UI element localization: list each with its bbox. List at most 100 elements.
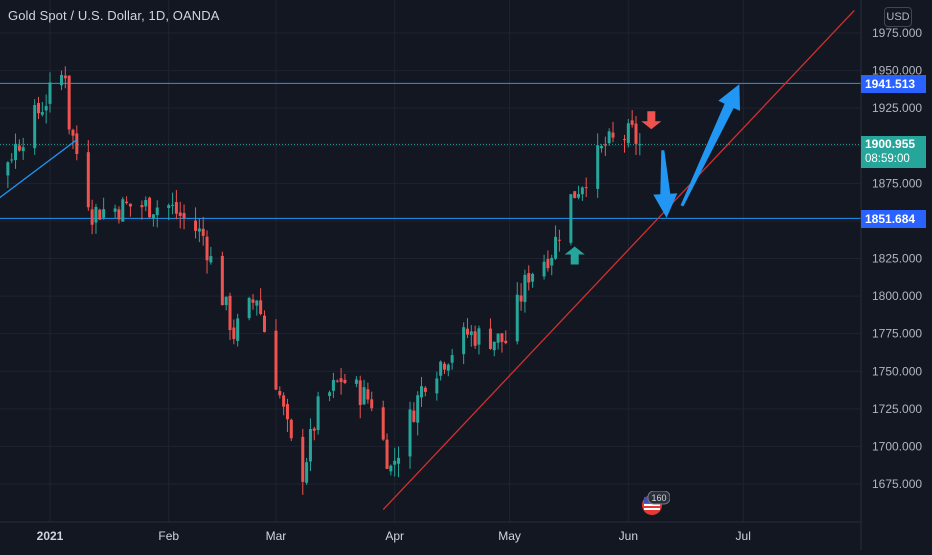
candle-body	[462, 327, 466, 355]
candle-body	[354, 379, 358, 384]
x-tick-label: 2021	[37, 529, 64, 543]
candle	[328, 390, 332, 402]
buy-signal-arrow[interactable]	[564, 246, 585, 265]
candle	[128, 203, 132, 217]
candle-body	[174, 202, 178, 214]
candle	[44, 94, 48, 124]
current-price-tag: 1900.955 08:59:00	[861, 136, 926, 168]
candle	[435, 371, 439, 401]
x-tick-label: Jul	[736, 529, 751, 543]
candle-body	[442, 363, 446, 370]
candle-body	[343, 379, 347, 383]
projection-up-arrow[interactable]	[680, 84, 740, 207]
candle-body	[366, 389, 370, 400]
currency-badge[interactable]: USD	[884, 7, 912, 27]
candle	[220, 251, 224, 306]
candle	[259, 288, 263, 316]
candle-body	[412, 410, 416, 422]
candle	[331, 372, 335, 398]
candle-body	[75, 133, 79, 154]
sell-signal-arrow[interactable]	[641, 111, 662, 130]
candle	[251, 294, 255, 310]
candle	[488, 318, 492, 350]
candle-body	[416, 395, 420, 423]
candle	[339, 368, 343, 395]
candle	[71, 128, 75, 150]
candle-body	[59, 74, 63, 86]
candle-body	[63, 75, 67, 79]
candle-body	[630, 120, 634, 125]
candle	[423, 386, 427, 397]
candle-body	[33, 105, 37, 149]
candle	[144, 196, 148, 212]
candle-body	[638, 144, 642, 146]
candle-body	[496, 333, 500, 343]
candle	[600, 144, 604, 153]
candle	[14, 133, 18, 169]
trend-line[interactable]	[382, 10, 855, 511]
candle-body	[316, 396, 320, 431]
candle	[504, 330, 508, 345]
candle-body	[500, 333, 504, 342]
candle	[420, 376, 424, 407]
candle	[343, 373, 347, 385]
candle	[312, 426, 316, 441]
y-tick-label: 1875.000	[872, 176, 922, 190]
candle-body	[37, 103, 41, 114]
candle	[500, 333, 504, 353]
candle	[397, 446, 401, 478]
x-tick-label: May	[498, 529, 521, 543]
candle	[634, 116, 638, 155]
projection-down-arrow[interactable]	[653, 150, 678, 218]
horizontal-lines[interactable]	[0, 82, 861, 219]
candle	[393, 447, 397, 477]
candle-body	[488, 328, 492, 349]
candle-body	[335, 380, 339, 382]
trend-lines[interactable]	[0, 10, 855, 511]
candle	[623, 134, 626, 153]
candle	[450, 348, 454, 370]
y-tick-label: 1700.000	[872, 439, 922, 453]
candle-body	[44, 106, 48, 111]
candle-body	[577, 194, 581, 198]
candle	[584, 177, 588, 198]
candle-body	[557, 239, 561, 241]
annotations[interactable]	[564, 84, 740, 265]
x-tick-label: Feb	[158, 529, 179, 543]
candle	[362, 379, 366, 406]
candle	[113, 204, 117, 219]
candle	[389, 464, 393, 476]
candle	[515, 282, 519, 345]
candle-body	[339, 378, 343, 383]
economic-event-badge[interactable]: 160	[638, 490, 671, 517]
x-tick-label: Mar	[266, 529, 287, 543]
candle	[626, 118, 630, 148]
candle-body	[554, 236, 558, 259]
resistance-price-tag: 1941.513	[861, 75, 926, 93]
candle	[465, 318, 469, 339]
candle	[262, 310, 266, 333]
candle-body	[178, 212, 182, 216]
candle-body	[546, 258, 550, 269]
candle	[59, 70, 63, 91]
candle	[301, 428, 305, 495]
candle	[611, 121, 615, 143]
candle-body	[113, 208, 117, 212]
candle	[178, 201, 182, 229]
candle-body	[584, 187, 588, 189]
candle	[527, 265, 531, 291]
candle	[473, 325, 477, 349]
candle-body	[274, 330, 278, 390]
candle	[194, 207, 198, 239]
candle	[308, 418, 312, 472]
candle-body	[435, 378, 439, 394]
candle	[289, 418, 293, 442]
candle	[523, 269, 527, 313]
candle-body	[282, 395, 286, 407]
y-tick-label: 1975.000	[872, 26, 922, 40]
candle	[469, 325, 473, 347]
trend-line[interactable]	[0, 139, 78, 241]
